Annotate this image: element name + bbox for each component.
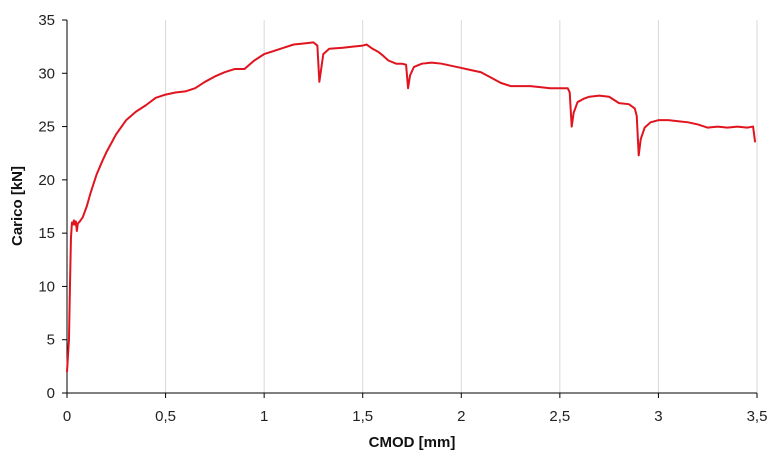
x-axis-title: CMOD [mm] (369, 434, 456, 451)
y-tick-label: 20 (38, 172, 55, 189)
y-axis-title: Carico [kN] (9, 166, 26, 246)
y-axis-ticks: 0 5 10 15 20 25 30 35 (38, 12, 67, 402)
x-tick-label: 0,5 (155, 408, 176, 425)
x-tick-label: 1,5 (352, 408, 373, 425)
y-tick-label: 10 (38, 278, 55, 295)
x-axis-ticks: 0 0,5 1 1,5 2 2,5 3 3,5 (63, 393, 768, 425)
gridlines (165, 20, 758, 393)
y-tick-label: 5 (47, 332, 55, 349)
y-tick-label: 25 (38, 119, 55, 136)
series-line (66, 41, 757, 373)
x-tick-label: 3,5 (747, 408, 768, 425)
x-tick-label: 2 (457, 408, 465, 425)
y-tick-label: 30 (38, 65, 55, 82)
x-tick-label: 3 (654, 408, 662, 425)
series-layer (66, 41, 757, 373)
plot-area (66, 20, 757, 394)
x-tick-label: 2,5 (549, 408, 570, 425)
y-tick-label: 15 (38, 225, 55, 242)
y-tick-label: 35 (38, 12, 55, 29)
x-tick-label: 1 (260, 408, 268, 425)
y-tick-label: 0 (47, 385, 55, 402)
x-tick-label: 0 (63, 408, 71, 425)
